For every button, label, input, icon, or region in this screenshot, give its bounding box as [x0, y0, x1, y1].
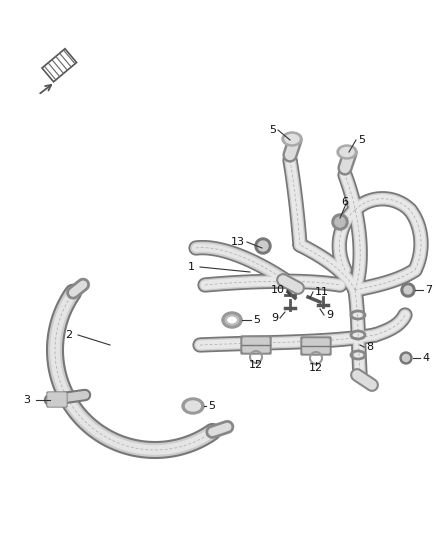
Circle shape: [255, 238, 271, 254]
Ellipse shape: [186, 401, 201, 411]
Text: 5: 5: [253, 315, 260, 325]
Ellipse shape: [285, 134, 299, 143]
Text: 11: 11: [315, 287, 329, 297]
Ellipse shape: [282, 132, 302, 146]
FancyBboxPatch shape: [48, 393, 66, 406]
FancyBboxPatch shape: [303, 339, 329, 353]
Text: 6: 6: [341, 197, 348, 207]
Text: 2: 2: [65, 330, 72, 340]
Circle shape: [401, 283, 415, 297]
FancyBboxPatch shape: [301, 337, 331, 355]
Circle shape: [400, 352, 412, 364]
Ellipse shape: [337, 145, 357, 159]
Circle shape: [335, 217, 345, 227]
Text: 5: 5: [208, 401, 215, 411]
Text: 12: 12: [309, 363, 323, 373]
Circle shape: [258, 241, 268, 251]
Text: 10: 10: [271, 285, 285, 295]
Circle shape: [403, 354, 410, 361]
Text: 9: 9: [271, 313, 278, 323]
Text: 5: 5: [358, 135, 365, 145]
FancyBboxPatch shape: [243, 338, 269, 352]
Circle shape: [404, 286, 412, 294]
Text: 5: 5: [269, 125, 276, 135]
FancyBboxPatch shape: [241, 336, 271, 354]
FancyBboxPatch shape: [47, 392, 67, 407]
Text: 8: 8: [366, 342, 373, 352]
Text: 13: 13: [231, 237, 245, 247]
Ellipse shape: [340, 148, 354, 157]
Text: 1: 1: [188, 262, 195, 272]
Text: 3: 3: [23, 395, 30, 405]
Text: 9: 9: [326, 310, 333, 320]
Text: 4: 4: [422, 353, 429, 363]
Text: 7: 7: [425, 285, 432, 295]
Text: 12: 12: [249, 360, 263, 370]
Ellipse shape: [182, 398, 204, 414]
